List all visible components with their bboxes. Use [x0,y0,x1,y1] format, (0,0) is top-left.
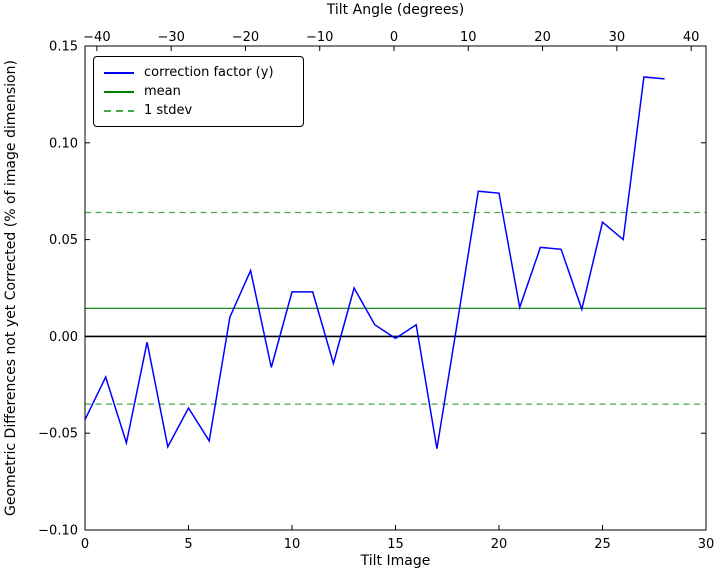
legend-label: correction factor (y) [144,65,274,80]
x-tick-label: 10 [284,537,301,552]
legend-line-sample-dashed-green [104,109,134,112]
x-tick-label: 20 [491,537,508,552]
x-axis-title: Tilt Image [360,553,431,569]
top-tick-label: 40 [683,30,700,45]
legend-label: 1 stdev [144,103,193,118]
y-tick-label: 0.15 [49,40,78,55]
legend-item-correction-factor: correction factor (y) [104,63,293,82]
legend-item-mean: mean [104,82,293,101]
x-tick-label: 0 [81,537,89,552]
legend-label: mean [144,84,181,99]
x-tick-label: 25 [594,537,611,552]
y-tick-label: 0.05 [49,233,78,248]
top-tick-label: 10 [460,30,477,45]
top-tick-label: −20 [232,30,259,45]
top-tick-label: −10 [306,30,333,45]
legend-line-sample-solid-green [104,90,134,93]
top-tick-label: −30 [157,30,184,45]
legend-item-stdev: 1 stdev [104,101,293,120]
top-tick-label: 0 [390,30,398,45]
top-tick-label: 20 [534,30,551,45]
correction-factor-line [84,76,665,449]
top-tick-label: 30 [609,30,626,45]
top-axis-title: Tilt Angle (degrees) [326,2,465,18]
y-tick-label: −0.05 [38,427,78,442]
x-tick-label: 15 [387,537,404,552]
x-tick-label: 30 [698,537,715,552]
y-tick-label: −0.10 [38,524,78,539]
y-tick-label: 0.10 [49,136,78,151]
y-tick-label: 0.00 [49,330,78,345]
x-tick-label: 5 [184,537,192,552]
legend-line-sample-solid-blue [104,71,134,74]
top-tick-label: −40 [83,30,110,45]
legend: correction factor (y) mean 1 stdev [93,56,304,127]
y-axis-title: Geometric Differences not yet Corrected … [3,60,19,516]
